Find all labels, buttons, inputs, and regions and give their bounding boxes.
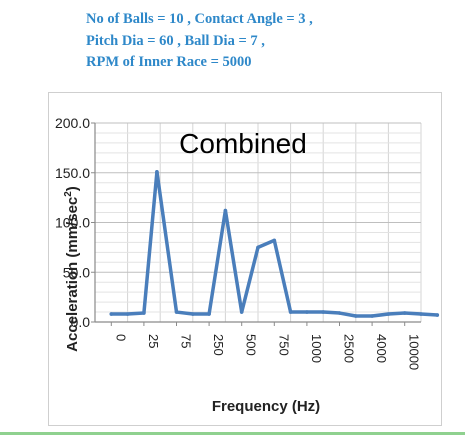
chart-area: 0.0 50.0 100.0 150.0 200.0 0 25 75 250 500 750 100… bbox=[48, 92, 442, 426]
data-point bbox=[125, 312, 130, 316]
x-tick-labels: 0 25 75 250 500 750 1000 2500 4000 10000 bbox=[110, 322, 422, 370]
data-point bbox=[191, 312, 195, 316]
x-tick-label: 75 bbox=[179, 334, 194, 348]
data-point bbox=[155, 169, 159, 174]
x-tick-label: 0 bbox=[113, 334, 128, 341]
x-tick-label: 1000 bbox=[309, 334, 324, 363]
x-tick-label: 2500 bbox=[342, 334, 357, 363]
caption-line-3: RPM of Inner Race = 5000 bbox=[86, 54, 252, 70]
y-tick-labels: 0.0 50.0 100.0 150.0 200.0 bbox=[55, 115, 95, 330]
data-point bbox=[305, 310, 309, 314]
chart-title: Combined bbox=[179, 128, 307, 159]
y-axis-label-close: ) bbox=[64, 186, 81, 191]
bottom-divider bbox=[0, 432, 465, 435]
x-tick-label: 500 bbox=[244, 334, 259, 356]
caption-line-2: Pitch Dia = 60 , Ball Dia = 7 , bbox=[86, 32, 265, 49]
data-point bbox=[256, 245, 260, 250]
data-point bbox=[239, 310, 244, 314]
parameters-caption: No of Balls = 10 , Contact Angle = 3 , P… bbox=[86, 9, 446, 74]
data-point bbox=[337, 311, 342, 315]
data-point bbox=[354, 314, 358, 318]
line-chart: 0.0 50.0 100.0 150.0 200.0 0 25 75 250 500 750 100… bbox=[55, 115, 440, 415]
x-tick-label: 750 bbox=[276, 334, 291, 356]
data-point bbox=[370, 314, 374, 318]
y-tick-label: 150.0 bbox=[55, 165, 90, 181]
y-axis-label-main: Acceleration (mm/sec bbox=[64, 197, 81, 352]
data-point bbox=[207, 312, 211, 316]
data-point bbox=[288, 310, 293, 314]
data-point bbox=[142, 311, 146, 315]
data-point bbox=[272, 238, 277, 243]
data-point bbox=[223, 208, 228, 213]
y-axis-label-exponent: 2 bbox=[63, 191, 74, 197]
y-tick-label: 50.0 bbox=[63, 264, 90, 280]
x-tick-label: 4000 bbox=[374, 334, 389, 363]
x-tick-label: 10000 bbox=[407, 334, 422, 370]
y-tick-label: 0.0 bbox=[71, 314, 91, 330]
x-axis-label: Frequency (Hz) bbox=[212, 398, 320, 415]
y-tick-label: 200.0 bbox=[55, 115, 90, 131]
data-point bbox=[435, 313, 440, 317]
series-layer bbox=[109, 169, 440, 318]
data-point bbox=[109, 312, 114, 316]
x-tick-label: 250 bbox=[211, 334, 226, 356]
data-point bbox=[321, 310, 326, 314]
y-tick-label: 100.0 bbox=[55, 215, 90, 231]
data-point bbox=[174, 310, 179, 314]
data-point bbox=[402, 311, 407, 315]
y-axis-label: Acceleration (mm/sec2) bbox=[63, 186, 81, 352]
data-point bbox=[386, 312, 391, 316]
data-point bbox=[419, 312, 423, 316]
caption-line-1: No of Balls = 10 , Contact Angle = 3 , bbox=[86, 11, 313, 27]
x-tick-label: 25 bbox=[146, 334, 161, 348]
